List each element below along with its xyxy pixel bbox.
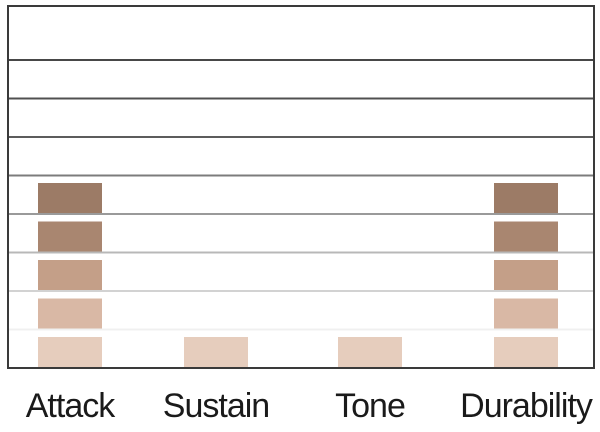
bar-segment [38, 221, 102, 252]
bars [38, 183, 558, 367]
bar-segment [38, 183, 102, 213]
bar-segment [494, 298, 558, 329]
bar-segment [494, 221, 558, 252]
bar-segment [494, 183, 558, 213]
category-label: Durability [460, 387, 593, 425]
bar-segment [38, 260, 102, 290]
bar-segment [38, 298, 102, 329]
category-label: Sustain [163, 387, 269, 425]
bar-segment [494, 337, 558, 367]
bar-segment [38, 337, 102, 367]
category-labels: Attack Sustain Tone Durability [26, 387, 594, 425]
category-label: Tone [335, 387, 405, 425]
bar-segment [494, 260, 558, 290]
bar-segment [184, 337, 248, 367]
gridlines [8, 59, 594, 331]
bar-segment [338, 337, 402, 367]
category-label: Attack [26, 387, 116, 425]
chart-frame [7, 5, 595, 369]
